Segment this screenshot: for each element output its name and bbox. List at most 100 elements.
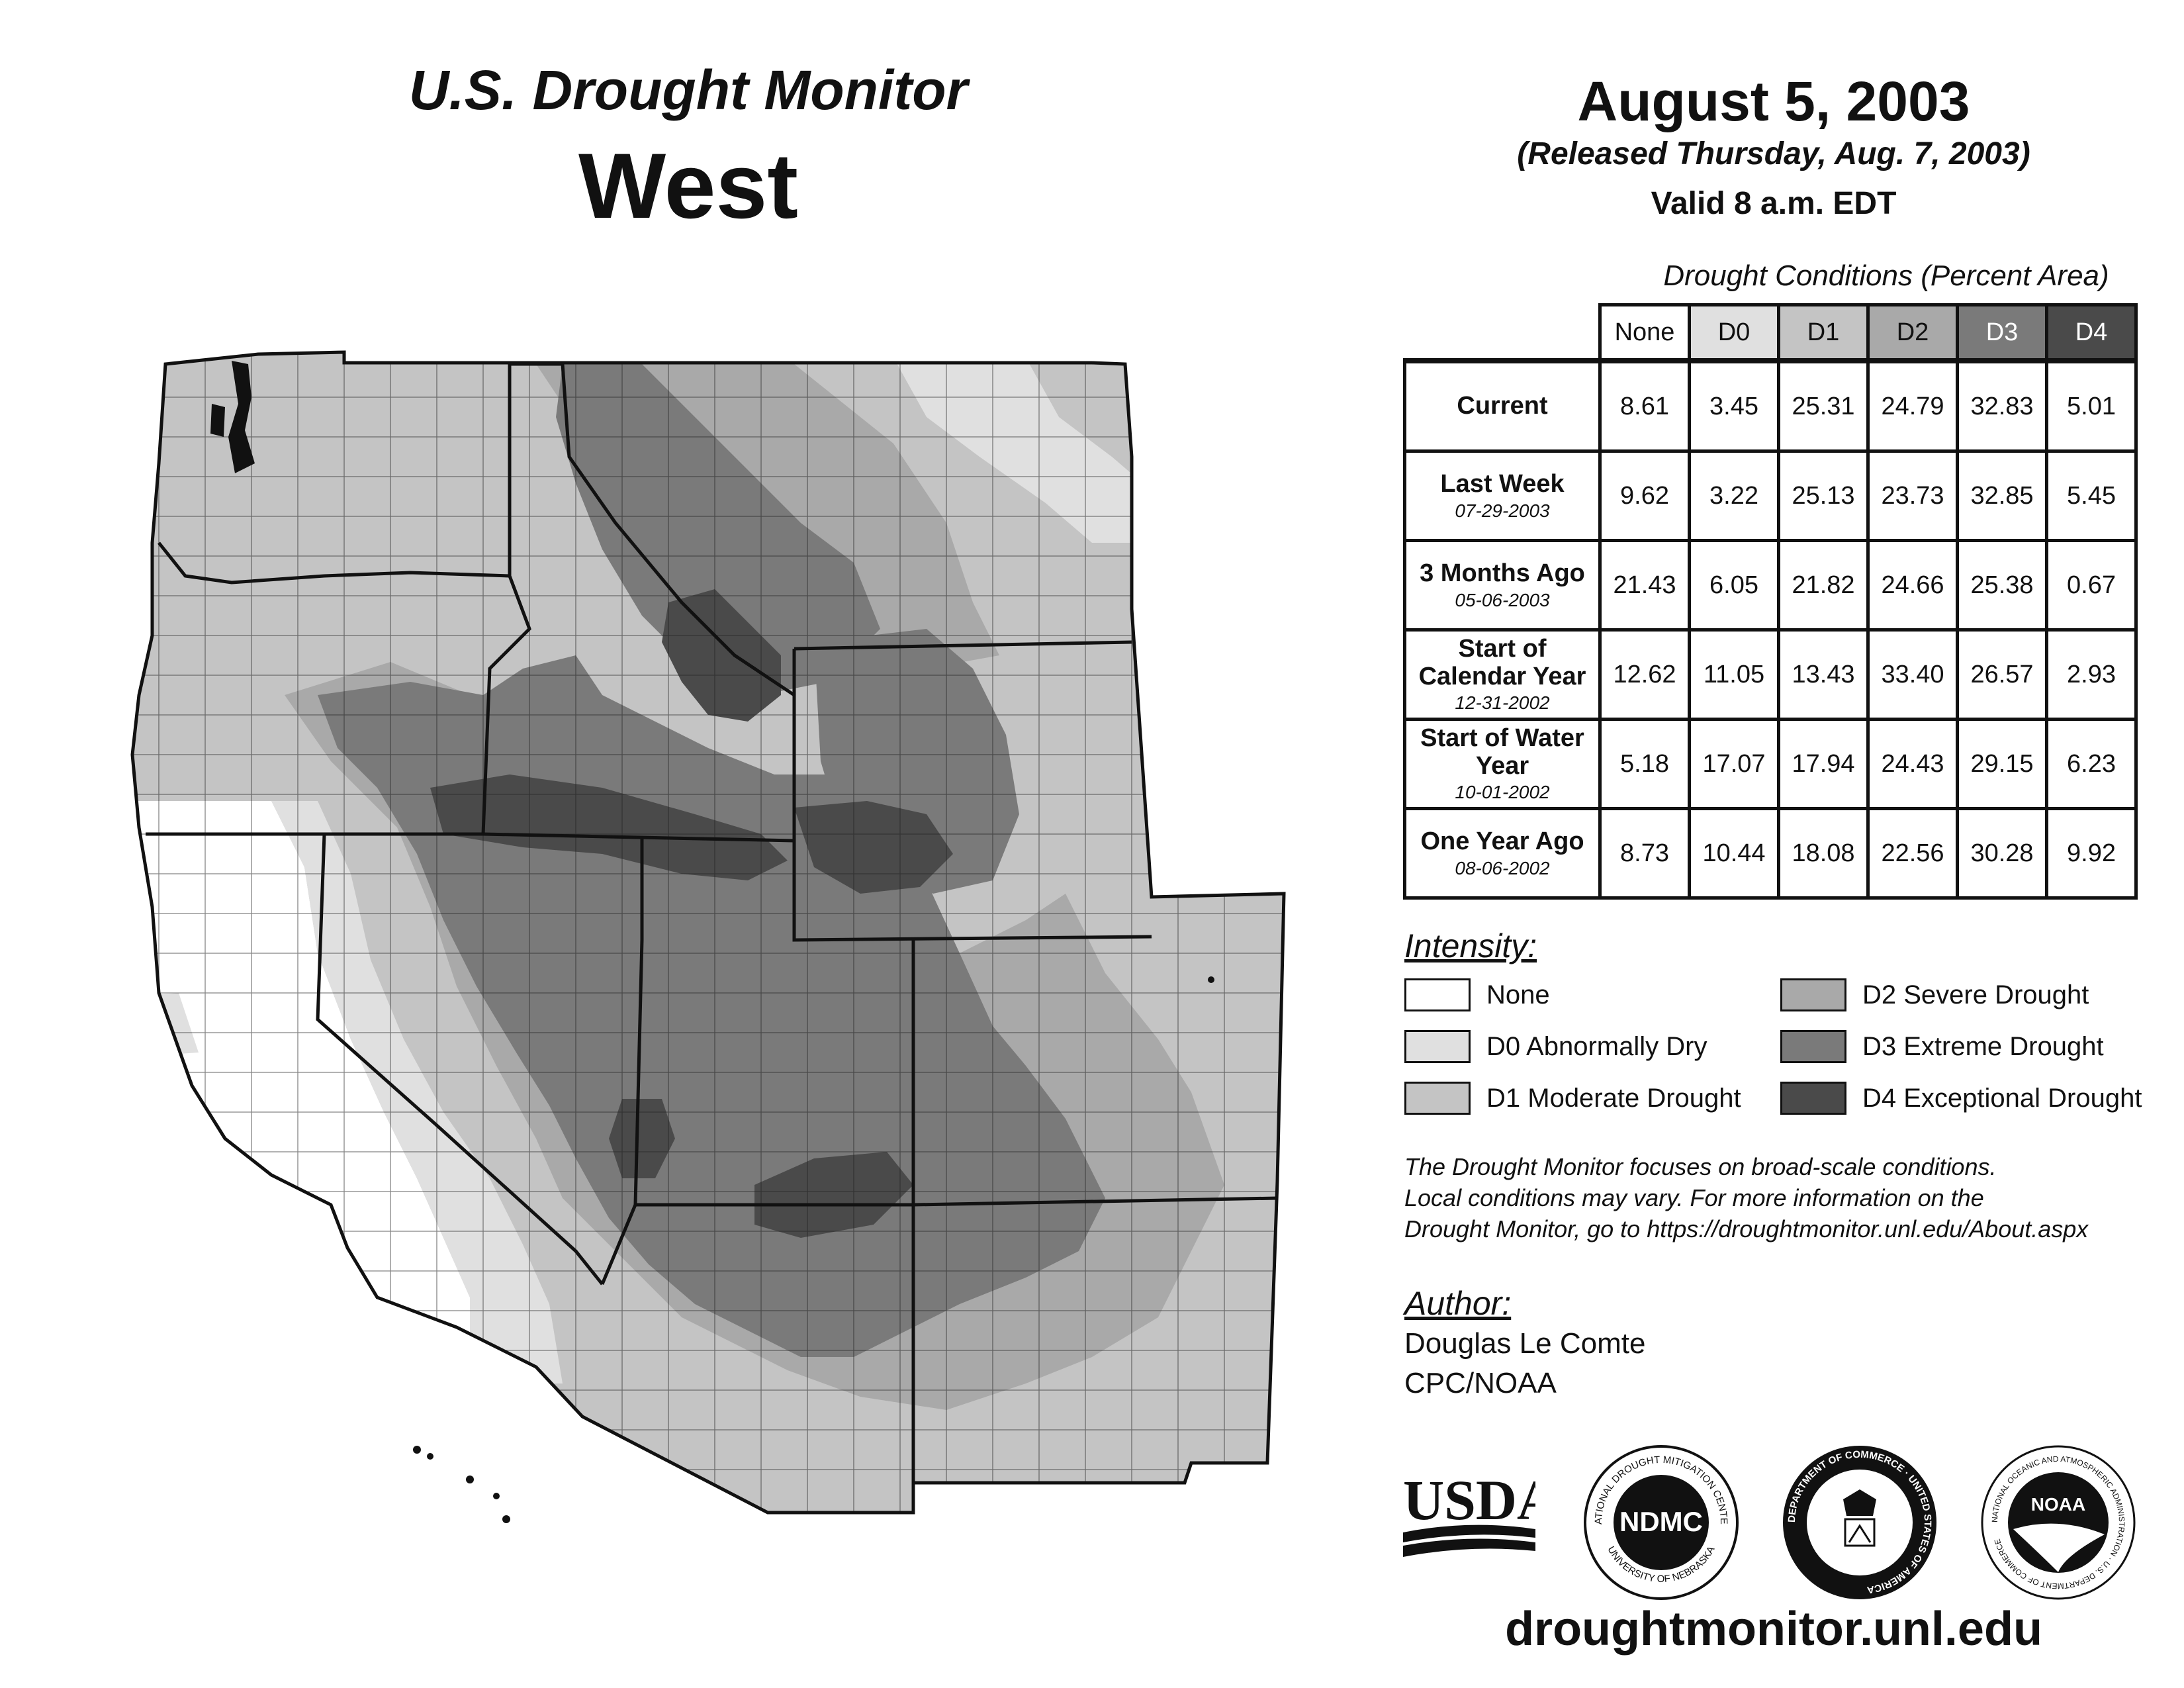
row-date: 12-31-2002 — [1455, 692, 1550, 714]
col-header-d0: D0 — [1688, 303, 1780, 363]
area-d4-four-corners — [754, 1152, 913, 1238]
table-cell: 11.05 — [1688, 628, 1780, 721]
table-cell: 6.05 — [1688, 539, 1780, 632]
row-date: 08-06-2002 — [1455, 857, 1550, 878]
legend-item-d4: D4 Exceptional Drought — [1780, 1082, 2142, 1115]
table-cell: 26.57 — [1956, 628, 2048, 721]
legend-swatch-none — [1404, 978, 1471, 1011]
table-cell: 10.44 — [1688, 807, 1780, 900]
row-label-text: Last Week — [1440, 469, 1565, 498]
col-header-d1: D1 — [1777, 303, 1870, 363]
table-cell: 24.66 — [1866, 539, 1959, 632]
table-cell: 30.28 — [1956, 807, 2048, 900]
legend-swatch-d1 — [1404, 1082, 1471, 1115]
legend-label: D1 Moderate Drought — [1486, 1083, 1741, 1113]
row-label: Start of Calendar Year 12-31-2002 — [1403, 628, 1602, 721]
note-line-3: Drought Monitor, go to https://droughtmo… — [1404, 1215, 2089, 1243]
row-label: Last Week 07-29-2003 — [1403, 449, 1602, 542]
table-row: 3 Months Ago 05-06-2003 21.43 6.05 21.82 24.6… — [1403, 539, 2138, 632]
doc-seal-logo: DEPARTMENT OF COMMERCE · UNITED STATES O… — [1780, 1443, 1939, 1605]
legend-item-d0: D0 Abnormally Dry — [1404, 1030, 1707, 1063]
legend-item-d1: D1 Moderate Drought — [1404, 1082, 1741, 1115]
table-cell: 8.73 — [1598, 807, 1691, 900]
drought-stats-table: None D0 D1 D2 D3 D4 Current 8.61 3.45 25.31… — [1403, 303, 2138, 900]
table-row: Current 8.61 3.45 25.31 24.79 32.83 5.01 — [1403, 358, 2138, 453]
area-d4-utah — [609, 1099, 675, 1178]
drought-map — [130, 350, 1286, 1523]
table-cell: 32.83 — [1956, 358, 2048, 453]
row-label-text: One Year Ago — [1420, 827, 1584, 855]
table-corner — [1404, 305, 1600, 363]
table-cell: 5.18 — [1598, 718, 1691, 810]
table-cell: 8.61 — [1598, 358, 1691, 453]
row-label: Start of Water Year 10-01-2002 — [1403, 718, 1602, 810]
row-label: 3 Months Ago 05-06-2003 — [1403, 539, 1602, 632]
row-date: 05-06-2003 — [1455, 589, 1550, 610]
table-cell: 24.43 — [1866, 718, 1959, 810]
legend-swatch-d3 — [1780, 1030, 1846, 1063]
table-cell: 21.43 — [1598, 539, 1691, 632]
legend-item-d2: D2 Severe Drought — [1780, 978, 2089, 1011]
col-header-d2: D2 — [1866, 303, 1959, 363]
table-cell: 18.08 — [1777, 807, 1870, 900]
table-cell: 25.31 — [1777, 358, 1870, 453]
table-cell: 25.38 — [1956, 539, 2048, 632]
table-cell: 21.82 — [1777, 539, 1870, 632]
row-label: Current — [1403, 358, 1602, 453]
table-caption: Drought Conditions (Percent Area) — [1663, 259, 2109, 292]
table-cell: 3.22 — [1688, 449, 1780, 542]
coastal-islands — [210, 361, 1214, 1523]
table-header-row: None D0 D1 D2 D3 D4 — [1404, 303, 2138, 363]
legend-swatch-d2 — [1780, 978, 1846, 1011]
legend-label: None — [1486, 980, 1550, 1009]
website-link[interactable]: droughtmonitor.unl.edu — [1505, 1603, 2042, 1656]
area-d4-idaho — [662, 589, 781, 722]
svg-text:NDMC: NDMC — [1619, 1506, 1703, 1537]
legend-item-d3: D3 Extreme Drought — [1780, 1030, 2104, 1063]
table-row: Last Week 07-29-2003 9.62 3.22 25.13 23.73 32.… — [1403, 449, 2138, 542]
table-row: Start of Water Year 10-01-2002 5.18 17.07 17… — [1403, 718, 2138, 810]
area-d4-wyoming — [794, 801, 953, 894]
table-row: One Year Ago 08-06-2002 8.73 10.44 18.08 22.5… — [1403, 807, 2138, 900]
row-label-text: Start of Water Year — [1420, 724, 1584, 780]
area-d0-montana — [893, 357, 1158, 543]
table-cell: 9.62 — [1598, 449, 1691, 542]
legend-label: D4 Exceptional Drought — [1862, 1083, 2142, 1113]
author-org: CPC/NOAA — [1404, 1367, 1557, 1399]
table-cell: 13.43 — [1777, 628, 1870, 721]
table-cell: 6.23 — [2045, 718, 2138, 810]
map-title: U.S. Drought Monitor — [408, 59, 968, 121]
table-cell: 32.85 — [1956, 449, 2048, 542]
svg-text:NOAA: NOAA — [2031, 1494, 2085, 1515]
table-cell: 17.07 — [1688, 718, 1780, 810]
row-label-text: Start of Calendar Year — [1418, 634, 1586, 690]
table-cell: 5.45 — [2045, 449, 2138, 542]
table-cell: 2.93 — [2045, 628, 2138, 721]
legend-title: Intensity: — [1404, 927, 1537, 964]
table-cell: 29.15 — [1956, 718, 2048, 810]
disclaimer-note: The Drought Monitor focuses on broad-sca… — [1404, 1152, 2172, 1244]
legend-label: D3 Extreme Drought — [1862, 1031, 2104, 1061]
author-name: Douglas Le Comte — [1404, 1327, 1646, 1360]
table-cell: 33.40 — [1866, 628, 1959, 721]
noaa-logo: NATIONAL OCEANIC AND ATMOSPHERIC ADMINIS… — [1979, 1443, 2138, 1605]
table-cell: 0.67 — [2045, 539, 2138, 632]
table-cell: 25.13 — [1777, 449, 1870, 542]
table-row: Start of Calendar Year 12-31-2002 12.62 11.… — [1403, 628, 2138, 721]
row-label-text: 3 Months Ago — [1420, 559, 1585, 587]
legend-item-none: None — [1404, 978, 1550, 1011]
map-date: August 5, 2003 — [1577, 70, 1970, 132]
area-d4-snake — [430, 774, 788, 880]
table-cell: 24.79 — [1866, 358, 1959, 453]
county-lines — [132, 352, 1284, 1513]
col-header-none: None — [1598, 303, 1691, 363]
row-label: One Year Ago 08-06-2002 — [1403, 807, 1602, 900]
table-cell: 22.56 — [1866, 807, 1959, 900]
note-line-2: Local conditions may vary. For more info… — [1404, 1184, 1984, 1211]
legend-label: D2 Severe Drought — [1862, 980, 2089, 1009]
table-cell: 23.73 — [1866, 449, 1959, 542]
row-date: 07-29-2003 — [1455, 500, 1550, 521]
col-header-d4: D4 — [2045, 303, 2138, 363]
